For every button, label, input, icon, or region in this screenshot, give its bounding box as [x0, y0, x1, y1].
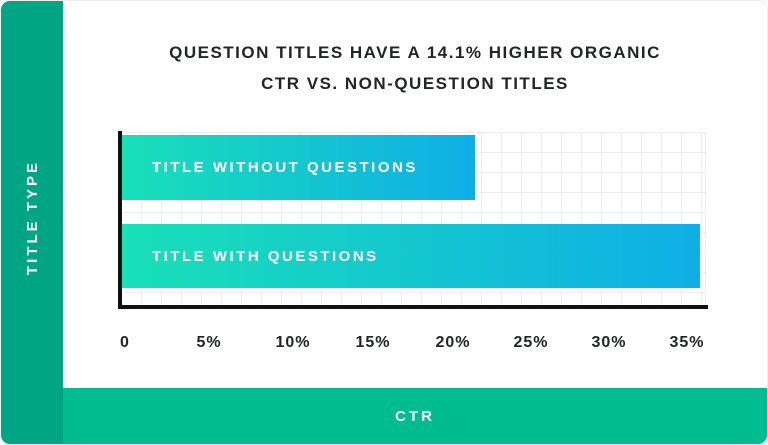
- y-axis-title: TITLE TYPE: [23, 159, 41, 275]
- x-tick: 10%: [275, 334, 311, 351]
- x-tick: 0: [120, 334, 130, 351]
- x-tick: 30%: [591, 334, 627, 351]
- x-axis-line: [118, 305, 708, 309]
- y-axis-sidebar: TITLE TYPE: [1, 1, 63, 444]
- chart-title-line1: QUESTION TITLES HAVE A 14.1% HIGHER ORGA…: [169, 43, 661, 62]
- bar-title-with-questions: TITLE WITH QUESTIONS: [122, 224, 700, 288]
- bar-label: TITLE WITHOUT QUESTIONS: [152, 159, 418, 176]
- x-tick: 35%: [669, 334, 705, 351]
- x-axis-ticks: 0 5% 10% 15% 20% 25% 30% 35%: [1, 334, 767, 354]
- x-axis-footer: CTR: [63, 388, 767, 444]
- chart-title: QUESTION TITLES HAVE A 14.1% HIGHER ORGA…: [63, 37, 767, 99]
- y-axis-line: [118, 131, 122, 309]
- x-tick: 15%: [355, 334, 391, 351]
- chart-title-line2: CTR VS. NON-QUESTION TITLES: [261, 74, 569, 93]
- x-tick: 5%: [196, 334, 222, 351]
- bar-label: TITLE WITH QUESTIONS: [152, 247, 379, 265]
- x-axis-title: CTR: [395, 407, 435, 425]
- x-tick: 20%: [435, 334, 471, 351]
- bar-title-without-questions: TITLE WITHOUT QUESTIONS: [122, 135, 475, 200]
- x-tick: 25%: [513, 334, 549, 351]
